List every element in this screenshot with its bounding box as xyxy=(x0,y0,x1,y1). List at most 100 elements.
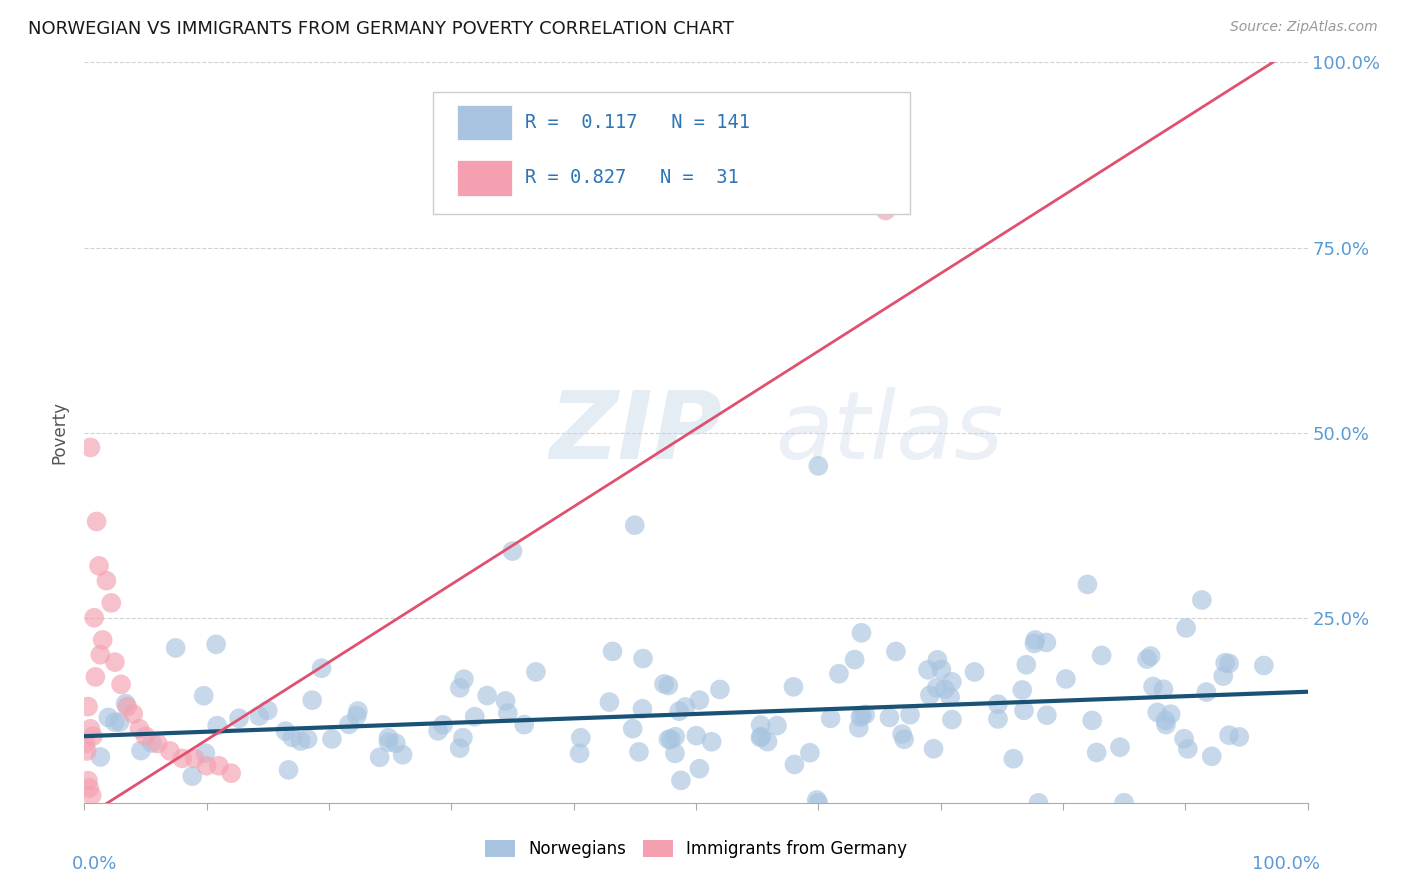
Point xyxy=(297,732,319,747)
Point xyxy=(1015,657,1038,672)
Point xyxy=(1081,714,1104,728)
Point xyxy=(183,751,205,765)
Point xyxy=(685,729,707,743)
Point xyxy=(668,704,690,718)
Point xyxy=(1011,683,1033,698)
Point xyxy=(621,722,644,736)
Point xyxy=(1142,680,1164,694)
Point xyxy=(1154,717,1177,731)
Point xyxy=(104,655,127,669)
Point xyxy=(1024,636,1046,650)
Point xyxy=(79,722,101,736)
Point xyxy=(75,737,97,751)
Point xyxy=(657,678,679,692)
Point xyxy=(807,458,830,473)
Point xyxy=(1028,796,1050,810)
Point xyxy=(89,750,111,764)
Point xyxy=(208,758,231,772)
Point xyxy=(1191,593,1213,607)
Point xyxy=(77,699,100,714)
Point xyxy=(749,731,772,745)
Point xyxy=(709,682,731,697)
Point xyxy=(931,662,953,676)
Point xyxy=(87,558,110,573)
Point xyxy=(1177,742,1199,756)
Point xyxy=(569,731,592,745)
Point xyxy=(91,632,114,647)
Point xyxy=(181,769,204,783)
Point xyxy=(377,731,399,745)
Point xyxy=(987,697,1010,711)
Point xyxy=(391,747,413,762)
Point xyxy=(193,689,215,703)
Point xyxy=(1109,740,1132,755)
Point xyxy=(806,793,828,807)
Text: NORWEGIAN VS IMMIGRANTS FROM GERMANY POVERTY CORRELATION CHART: NORWEGIAN VS IMMIGRANTS FROM GERMANY POV… xyxy=(28,20,734,37)
FancyBboxPatch shape xyxy=(457,161,513,195)
Point xyxy=(96,574,118,588)
Point xyxy=(1136,652,1159,666)
Point xyxy=(828,666,851,681)
Point xyxy=(115,699,138,714)
Point xyxy=(987,712,1010,726)
Point xyxy=(84,670,107,684)
Point xyxy=(749,718,772,732)
Point xyxy=(311,661,333,675)
Point xyxy=(129,743,152,757)
Point xyxy=(893,732,915,747)
Point xyxy=(1173,731,1195,746)
Point xyxy=(205,718,228,732)
Point xyxy=(86,515,108,529)
Point xyxy=(108,715,131,730)
Point xyxy=(851,625,873,640)
Point xyxy=(669,773,692,788)
Text: R = 0.827   N =  31: R = 0.827 N = 31 xyxy=(524,169,738,187)
Point xyxy=(346,709,368,723)
Point xyxy=(347,704,370,718)
Point xyxy=(941,713,963,727)
Point xyxy=(925,681,948,695)
Point xyxy=(927,653,949,667)
Point xyxy=(97,710,120,724)
Point xyxy=(141,736,163,750)
Point xyxy=(79,441,101,455)
Text: atlas: atlas xyxy=(776,387,1004,478)
Point xyxy=(1002,752,1025,766)
Point xyxy=(219,766,242,780)
Point xyxy=(449,741,471,756)
Point xyxy=(502,544,524,558)
Point xyxy=(385,736,408,750)
Point xyxy=(128,722,150,736)
Point xyxy=(1212,669,1234,683)
Point xyxy=(1160,707,1182,722)
Point xyxy=(939,690,962,705)
Point xyxy=(853,707,876,722)
Point xyxy=(172,751,194,765)
Point xyxy=(1036,708,1059,723)
Point xyxy=(652,677,675,691)
Point xyxy=(368,750,391,764)
Point xyxy=(898,707,921,722)
Point xyxy=(453,672,475,686)
Point xyxy=(427,723,450,738)
Point xyxy=(688,693,710,707)
Point xyxy=(627,745,650,759)
Point xyxy=(934,682,956,697)
Point xyxy=(624,518,647,533)
Point xyxy=(851,708,873,723)
Point xyxy=(104,715,127,730)
Point xyxy=(844,652,866,666)
Point xyxy=(1253,658,1275,673)
Point xyxy=(290,734,312,748)
Point xyxy=(602,644,624,658)
Point xyxy=(228,711,250,725)
Point xyxy=(135,729,157,743)
Point xyxy=(673,700,696,714)
Point xyxy=(1201,749,1223,764)
Point xyxy=(256,703,278,717)
Point xyxy=(1175,621,1198,635)
Point xyxy=(941,674,963,689)
Point xyxy=(76,744,98,758)
Point xyxy=(751,730,773,744)
Y-axis label: Poverty: Poverty xyxy=(51,401,69,464)
